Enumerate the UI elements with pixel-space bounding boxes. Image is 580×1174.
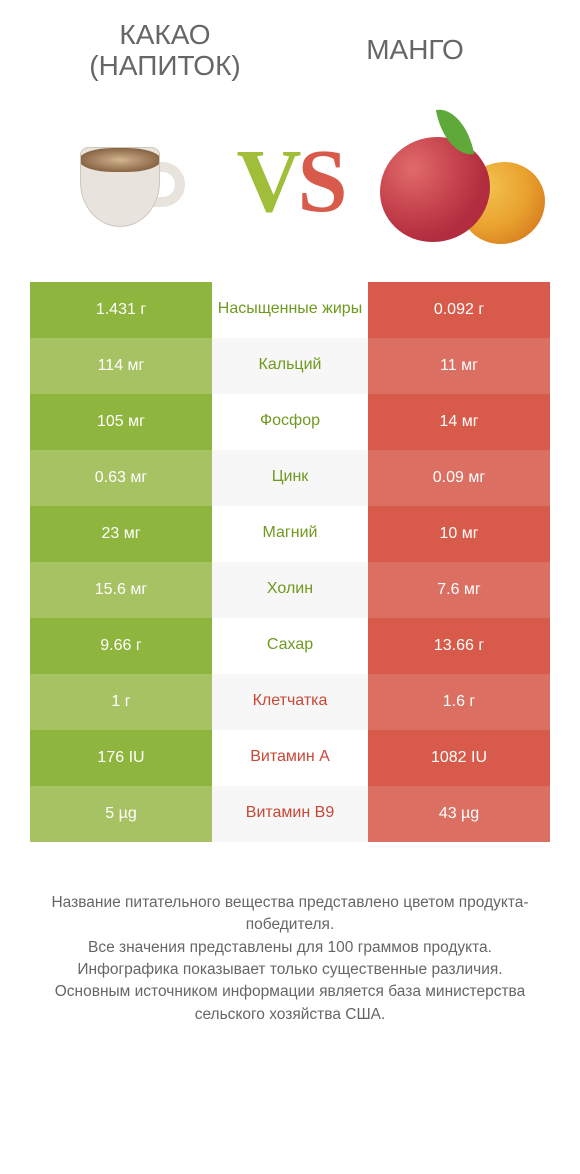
nutrient-label: Витамин B9 bbox=[212, 786, 368, 842]
nutrient-label: Сахар bbox=[212, 618, 368, 674]
value-right: 10 мг bbox=[368, 506, 550, 562]
value-left: 105 мг bbox=[30, 394, 212, 450]
value-left: 5 µg bbox=[30, 786, 212, 842]
value-right: 1082 IU bbox=[368, 730, 550, 786]
comparison-infographic: Какао (напиток) Манго VS 1.431 гНасыщенн… bbox=[0, 0, 580, 1174]
value-left: 176 IU bbox=[30, 730, 212, 786]
nutrient-label: Витамин A bbox=[212, 730, 368, 786]
value-right: 43 µg bbox=[368, 786, 550, 842]
footer-line-1: Название питательного вещества представл… bbox=[40, 892, 540, 937]
footer-line-3: Инфографика показывает только существенн… bbox=[40, 959, 540, 981]
nutrient-label: Кальций bbox=[212, 338, 368, 394]
value-left: 9.66 г bbox=[30, 618, 212, 674]
nutrient-label: Насыщенные жиры bbox=[212, 282, 368, 338]
nutrient-label: Клетчатка bbox=[212, 674, 368, 730]
product-left-title: Какао (напиток) bbox=[40, 20, 290, 82]
value-left: 1 г bbox=[30, 674, 212, 730]
nutrient-label: Холин bbox=[212, 562, 368, 618]
vs-label: VS bbox=[236, 130, 343, 233]
table-row: 5 µgВитамин B943 µg bbox=[30, 786, 550, 842]
value-left: 0.63 мг bbox=[30, 450, 212, 506]
mango-icon bbox=[370, 107, 540, 257]
nutrient-label: Цинк bbox=[212, 450, 368, 506]
table-row: 1 гКлетчатка1.6 г bbox=[30, 674, 550, 730]
title-left-line1: Какао bbox=[119, 19, 210, 50]
value-right: 0.09 мг bbox=[368, 450, 550, 506]
product-right-image bbox=[370, 107, 540, 257]
product-left-image bbox=[40, 107, 210, 257]
table-row: 15.6 мгХолин7.6 мг bbox=[30, 562, 550, 618]
table-row: 1.431 гНасыщенные жиры0.092 г bbox=[30, 282, 550, 338]
value-right: 13.66 г bbox=[368, 618, 550, 674]
value-right: 7.6 мг bbox=[368, 562, 550, 618]
image-row: VS bbox=[30, 107, 550, 257]
table-row: 23 мгМагний10 мг bbox=[30, 506, 550, 562]
value-right: 14 мг bbox=[368, 394, 550, 450]
value-left: 23 мг bbox=[30, 506, 212, 562]
footer-notes: Название питательного вещества представл… bbox=[30, 892, 550, 1027]
value-right: 11 мг bbox=[368, 338, 550, 394]
nutrient-label: Магний bbox=[212, 506, 368, 562]
value-left: 15.6 мг bbox=[30, 562, 212, 618]
vs-letter-v: V bbox=[236, 132, 297, 231]
value-right: 0.092 г bbox=[368, 282, 550, 338]
table-row: 0.63 мгЦинк0.09 мг bbox=[30, 450, 550, 506]
table-row: 114 мгКальций11 мг bbox=[30, 338, 550, 394]
title-left-line2: (напиток) bbox=[89, 50, 240, 81]
cocoa-mug-icon bbox=[70, 127, 180, 237]
footer-line-4: Основным источником информации является … bbox=[40, 981, 540, 1026]
footer-line-2: Все значения представлены для 100 граммо… bbox=[40, 937, 540, 959]
table-row: 176 IUВитамин A1082 IU bbox=[30, 730, 550, 786]
nutrient-label: Фосфор bbox=[212, 394, 368, 450]
product-right-title: Манго bbox=[290, 35, 540, 66]
table-row: 105 мгФосфор14 мг bbox=[30, 394, 550, 450]
vs-letter-s: S bbox=[297, 132, 343, 231]
header: Какао (напиток) Манго bbox=[30, 20, 550, 82]
value-right: 1.6 г bbox=[368, 674, 550, 730]
comparison-table: 1.431 гНасыщенные жиры0.092 г114 мгКальц… bbox=[30, 282, 550, 842]
value-left: 1.431 г bbox=[30, 282, 212, 338]
value-left: 114 мг bbox=[30, 338, 212, 394]
table-row: 9.66 гСахар13.66 г bbox=[30, 618, 550, 674]
